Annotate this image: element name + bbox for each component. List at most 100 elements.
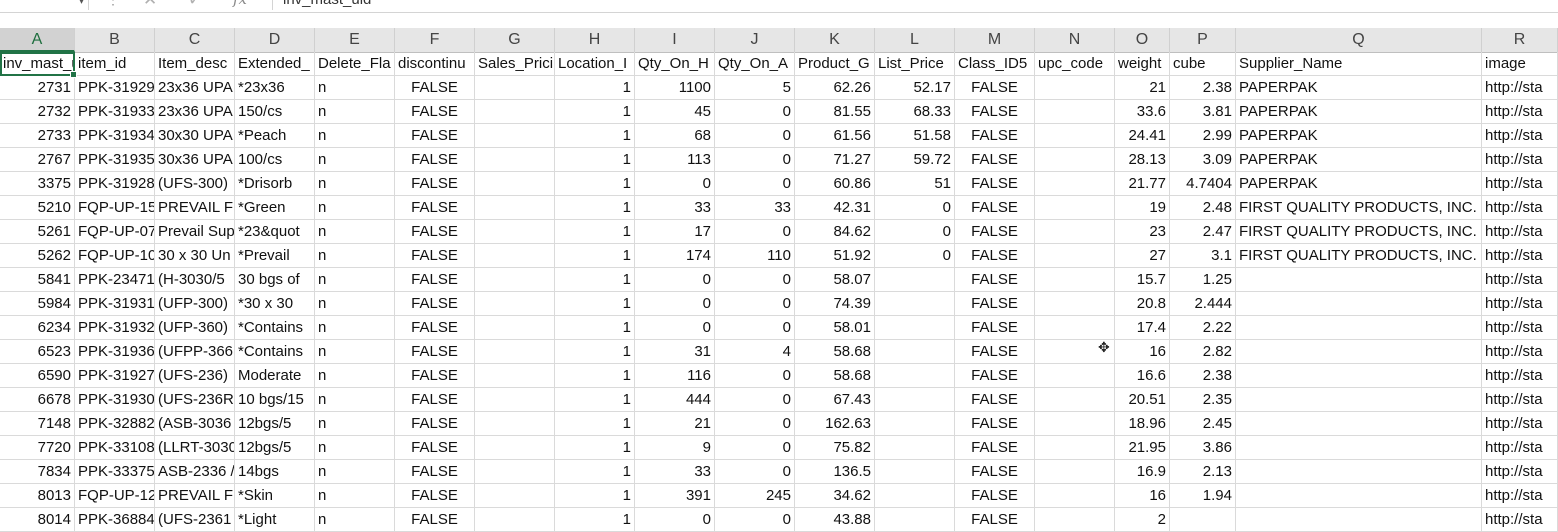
- cell-e[interactable]: n: [315, 148, 395, 172]
- cell-j[interactable]: 0: [715, 292, 795, 316]
- cell-r[interactable]: http://sta: [1482, 196, 1558, 220]
- cell-n[interactable]: [1035, 484, 1115, 508]
- cell-o[interactable]: 21.95: [1115, 436, 1170, 460]
- cell-q[interactable]: [1236, 340, 1482, 364]
- cell-m[interactable]: FALSE: [955, 196, 1035, 220]
- cell-i[interactable]: 174: [635, 244, 715, 268]
- cell-i[interactable]: 0: [635, 508, 715, 532]
- cell-c[interactable]: (UFP-300): [155, 292, 235, 316]
- cell-l[interactable]: 0: [875, 244, 955, 268]
- cell-n[interactable]: [1035, 292, 1115, 316]
- cell-f[interactable]: FALSE: [395, 364, 475, 388]
- cell-n[interactable]: [1035, 436, 1115, 460]
- cell-m[interactable]: FALSE: [955, 508, 1035, 532]
- cell-e[interactable]: n: [315, 460, 395, 484]
- cell-j[interactable]: 0: [715, 316, 795, 340]
- cell-q[interactable]: [1236, 508, 1482, 532]
- cell-r[interactable]: http://sta: [1482, 244, 1558, 268]
- cell-r[interactable]: http://sta: [1482, 100, 1558, 124]
- cell-j[interactable]: 0: [715, 172, 795, 196]
- cell-n[interactable]: [1035, 364, 1115, 388]
- cell-m[interactable]: FALSE: [955, 316, 1035, 340]
- cell-f[interactable]: FALSE: [395, 436, 475, 460]
- column-header-g[interactable]: G: [475, 28, 555, 52]
- cell-g[interactable]: [475, 292, 555, 316]
- cell-q[interactable]: FIRST QUALITY PRODUCTS, INC.: [1236, 244, 1482, 268]
- cell-i[interactable]: 116: [635, 364, 715, 388]
- column-header-j[interactable]: J: [715, 28, 795, 52]
- cell-j[interactable]: 0: [715, 436, 795, 460]
- header-cell-b[interactable]: item_id: [75, 52, 155, 76]
- cell-j[interactable]: 4: [715, 340, 795, 364]
- cell-k[interactable]: 51.92: [795, 244, 875, 268]
- cell-q[interactable]: [1236, 484, 1482, 508]
- header-cell-a[interactable]: inv_mast_uid: [0, 52, 75, 76]
- cell-h[interactable]: 1: [555, 364, 635, 388]
- cell-c[interactable]: 30x30 UPA: [155, 124, 235, 148]
- cell-r[interactable]: http://sta: [1482, 172, 1558, 196]
- cell-d[interactable]: *Drisorb: [235, 172, 315, 196]
- cell-p[interactable]: 3.86: [1170, 436, 1236, 460]
- cell-a[interactable]: 8013: [0, 484, 75, 508]
- header-cell-f[interactable]: discontinu: [395, 52, 475, 76]
- cell-c[interactable]: (LLRT-3030: [155, 436, 235, 460]
- cell-j[interactable]: 33: [715, 196, 795, 220]
- cell-b[interactable]: PPK-31927: [75, 364, 155, 388]
- cell-c[interactable]: ASB-2336 /: [155, 460, 235, 484]
- cell-h[interactable]: 1: [555, 244, 635, 268]
- cell-p[interactable]: 2.47: [1170, 220, 1236, 244]
- cell-q[interactable]: PAPERPAK: [1236, 100, 1482, 124]
- cell-p[interactable]: 2.13: [1170, 460, 1236, 484]
- header-cell-n[interactable]: upc_code: [1035, 52, 1115, 76]
- cell-p[interactable]: 1.25: [1170, 268, 1236, 292]
- cell-e[interactable]: n: [315, 124, 395, 148]
- cell-o[interactable]: 21: [1115, 76, 1170, 100]
- cell-d[interactable]: 10 bgs/15: [235, 388, 315, 412]
- cell-o[interactable]: 16: [1115, 340, 1170, 364]
- cell-q[interactable]: [1236, 436, 1482, 460]
- cell-l[interactable]: [875, 340, 955, 364]
- cell-l[interactable]: [875, 292, 955, 316]
- cell-k[interactable]: 34.62: [795, 484, 875, 508]
- cell-d[interactable]: 12bgs/5: [235, 436, 315, 460]
- cell-f[interactable]: FALSE: [395, 148, 475, 172]
- cell-c[interactable]: 30x36 UPA: [155, 148, 235, 172]
- cell-r[interactable]: http://sta: [1482, 460, 1558, 484]
- cell-l[interactable]: [875, 268, 955, 292]
- cell-k[interactable]: 81.55: [795, 100, 875, 124]
- cell-b[interactable]: FQP-UP-07: [75, 220, 155, 244]
- cell-o[interactable]: 18.96: [1115, 412, 1170, 436]
- cell-a[interactable]: 5210: [0, 196, 75, 220]
- cell-i[interactable]: 0: [635, 172, 715, 196]
- cell-i[interactable]: 45: [635, 100, 715, 124]
- header-cell-j[interactable]: Qty_On_A: [715, 52, 795, 76]
- cell-r[interactable]: http://sta: [1482, 124, 1558, 148]
- cell-d[interactable]: *Contains: [235, 316, 315, 340]
- cell-h[interactable]: 1: [555, 124, 635, 148]
- cell-h[interactable]: 1: [555, 484, 635, 508]
- cell-d[interactable]: *Skin: [235, 484, 315, 508]
- cell-b[interactable]: PPK-33375: [75, 460, 155, 484]
- cell-e[interactable]: n: [315, 388, 395, 412]
- cell-p[interactable]: 3.09: [1170, 148, 1236, 172]
- cell-l[interactable]: [875, 484, 955, 508]
- cell-l[interactable]: 68.33: [875, 100, 955, 124]
- cell-r[interactable]: http://sta: [1482, 268, 1558, 292]
- cell-l[interactable]: 59.72: [875, 148, 955, 172]
- cell-f[interactable]: FALSE: [395, 388, 475, 412]
- header-cell-c[interactable]: Item_desc: [155, 52, 235, 76]
- cell-b[interactable]: PPK-36884: [75, 508, 155, 532]
- cell-c[interactable]: (H-3030/5: [155, 268, 235, 292]
- cell-i[interactable]: 444: [635, 388, 715, 412]
- column-header-n[interactable]: N: [1035, 28, 1115, 52]
- cell-b[interactable]: PPK-31928: [75, 172, 155, 196]
- column-header-i[interactable]: I: [635, 28, 715, 52]
- cell-b[interactable]: FQP-UP-12: [75, 484, 155, 508]
- cell-p[interactable]: 4.7404: [1170, 172, 1236, 196]
- cell-r[interactable]: http://sta: [1482, 412, 1558, 436]
- cell-o[interactable]: 24.41: [1115, 124, 1170, 148]
- name-box[interactable]: ▾: [0, 0, 89, 10]
- insert-function-button[interactable]: fx: [233, 0, 247, 8]
- cell-h[interactable]: 1: [555, 76, 635, 100]
- header-cell-r[interactable]: image: [1482, 52, 1558, 76]
